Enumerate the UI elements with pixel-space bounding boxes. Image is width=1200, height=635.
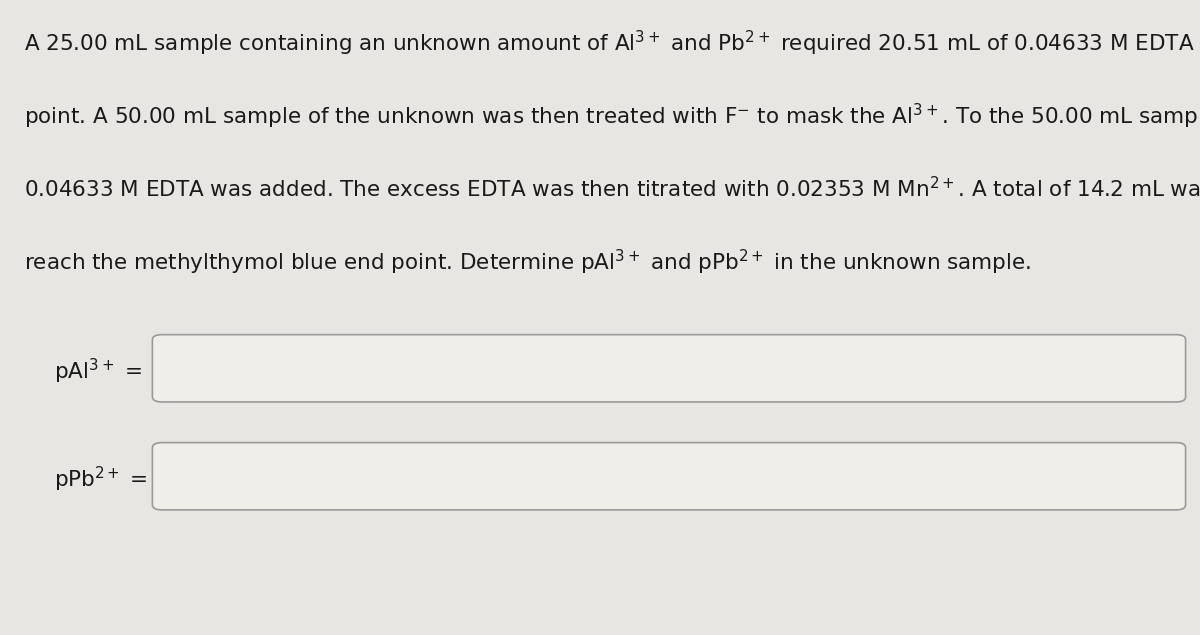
Text: reach the methylthymol blue end point. Determine pAl$^{3+}$ and pPb$^{2+}$ in th: reach the methylthymol blue end point. D… bbox=[24, 248, 1031, 277]
Text: pAl$^{3+}$ =: pAl$^{3+}$ = bbox=[54, 357, 142, 386]
Text: 0.04633 M EDTA was added. The excess EDTA was then titrated with 0.02353 M Mn$^{: 0.04633 M EDTA was added. The excess EDT… bbox=[24, 175, 1200, 204]
FancyBboxPatch shape bbox=[152, 443, 1186, 510]
Text: pPb$^{2+}$ =: pPb$^{2+}$ = bbox=[54, 465, 148, 494]
Text: A 25.00 mL sample containing an unknown amount of Al$^{3+}$ and Pb$^{2+}$ requir: A 25.00 mL sample containing an unknown … bbox=[24, 29, 1200, 58]
FancyBboxPatch shape bbox=[152, 335, 1186, 402]
Text: point. A 50.00 mL sample of the unknown was then treated with F$^{-}$ to mask th: point. A 50.00 mL sample of the unknown … bbox=[24, 102, 1200, 131]
